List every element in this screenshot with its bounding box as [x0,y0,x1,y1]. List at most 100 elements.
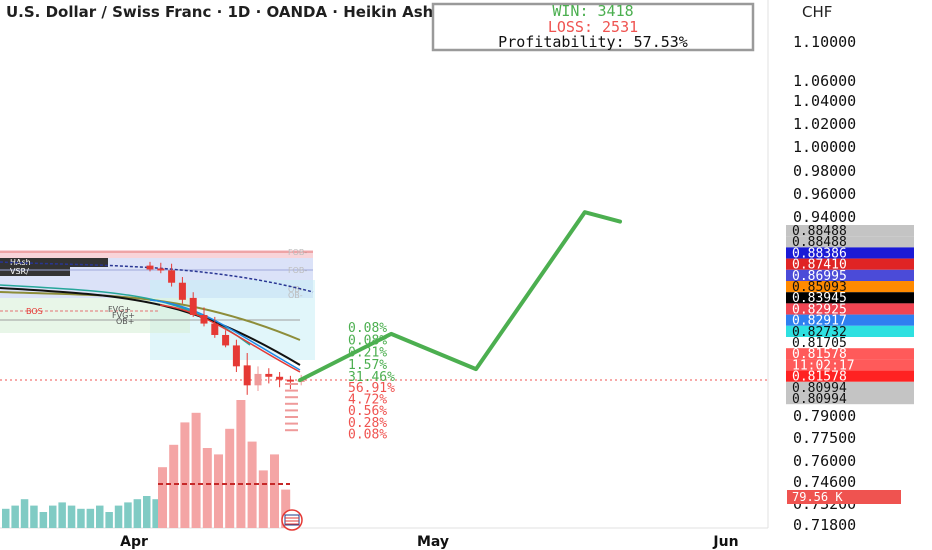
left-label: BOS [26,307,43,316]
candle [157,262,165,274]
svg-text:0.88488: 0.88488 [792,224,847,239]
price-label: 0.86995 [786,269,914,284]
tp-percentage: 31.46% [348,370,395,385]
price-label: 0.82925 [786,302,914,317]
price-label: 0.83945 [786,291,914,306]
vsr-tag-bg [0,267,70,276]
tp-percentage: 0.21% [348,346,387,361]
volume-bar [281,489,291,528]
svg-text:0.83945: 0.83945 [792,291,847,306]
candle [211,316,219,338]
price-label: 0.82917 [786,314,914,329]
svg-text:0.80994: 0.80994 [792,381,847,396]
volume-bar [58,502,66,528]
volume-bar [258,470,268,528]
volume-bar [191,412,201,528]
left-label: FVG+ [108,305,131,314]
profitability-stat: Profitability: 57.53% [498,33,688,51]
volume-bar [152,499,160,528]
volume-bar [143,496,151,528]
zone-label: OB- [288,291,303,300]
svg-text:0.82732: 0.82732 [792,325,847,340]
volume-bar [158,467,167,528]
volume-badge: 79.56 K [787,490,901,504]
sl-percentage: 4.72% [348,393,387,408]
candle [168,263,176,287]
price-label: 0.88488 [786,224,914,239]
price-label-stack: 0.884880.884880.883860.874100.869950.850… [786,224,914,407]
chart-title: U.S. Dollar / Swiss Franc · 1D · OANDA ·… [6,3,438,21]
candle [254,366,262,392]
price-label: 0.87410 [786,258,914,273]
left-label: FVG+ [112,311,135,320]
volume-bar [225,428,235,528]
volume-bar [30,505,38,528]
ma-blue [149,299,301,371]
candle [232,339,240,373]
candle [286,375,294,390]
volume-bar [214,454,223,528]
zone-label: OB- [288,285,303,294]
volume-bar [114,505,123,528]
svg-text:0.80994: 0.80994 [792,392,847,407]
volume-bar [105,512,113,528]
candle [265,368,273,384]
zone-label: FOB- [288,248,307,257]
y-tick-label: 0.77500 [793,429,856,447]
ma-red [159,304,301,373]
candle [243,353,251,395]
currency-label: CHF [802,3,832,21]
volume-bar [169,444,179,528]
svg-text:0.87410: 0.87410 [792,258,847,273]
win-stat: WIN: 3418 [552,2,633,20]
volume-bar [77,508,85,528]
stop-loss-percentages: 56.91%4.72%0.56%0.28%0.08% [348,381,395,442]
price-label: 0.88488 [786,235,914,250]
svg-text:0.82917: 0.82917 [792,314,847,329]
indicator-zones: HAsh VSR/ BOS FVG+ FVG+ OB+ FOB- FOB- OB… [0,248,315,360]
candle-layer [146,261,305,395]
stats-panel: WIN: 3418 LOSS: 2531 Profitability: 57.5… [431,2,755,52]
y-tick-label: 0.98000 [793,162,856,180]
y-tick-label: 0.79000 [793,407,856,425]
tp-percentage: 1.57% [348,358,387,373]
svg-text:11:02:17: 11:02:17 [792,358,855,373]
tp-percentage: 0.08% [348,333,387,348]
moving-averages [0,261,314,373]
price-label: 11:02:17 [786,358,914,373]
candle [178,277,186,304]
price-label: 0.82732 [786,325,914,340]
x-tick-label: Jun [712,534,738,550]
svg-text:0.86995: 0.86995 [792,269,847,284]
volume-bar [86,508,95,528]
y-tick-label: 1.06000 [793,72,856,90]
volume-bar [20,499,29,528]
volume-bar [67,505,76,528]
price-label: 0.85093 [786,280,914,295]
volume-layer [2,400,291,528]
x-tick-label: May [417,534,449,550]
loss-stat: LOSS: 2531 [548,18,638,36]
x-tick-label: Apr [120,534,148,550]
svg-text:0.82925: 0.82925 [792,302,847,317]
sl-percentage: 0.08% [348,427,387,442]
y-tick-label: 1.02000 [793,115,856,133]
y-tick-label: 0.96000 [793,185,856,203]
left-label: VSR/ [10,267,29,276]
volume-bar [202,448,212,528]
price-label: 0.88386 [786,246,914,261]
sl-percentage: 0.28% [348,416,387,431]
zone-label: FOB- [288,266,307,275]
sl-dashes [285,383,298,432]
us-flag-icon[interactable] [281,509,303,531]
tp-percentage: 0.08% [348,321,387,336]
ma-olive [0,291,301,341]
y-tick-label: 0.71800 [793,516,856,534]
volume-bar [49,505,57,528]
take-profit-percentages: 0.08%0.08%0.21%1.57%31.46% [348,321,395,385]
svg-text:0.81578: 0.81578 [792,347,847,362]
svg-text:0.88488: 0.88488 [792,235,847,250]
sl-percentage: 0.56% [348,404,387,419]
left-label: OB+ [116,317,135,326]
